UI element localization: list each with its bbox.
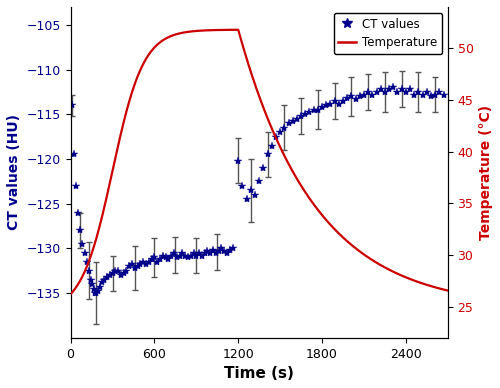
Temperature xyxy=(298,184,304,188)
Temperature xyxy=(68,292,73,296)
Temperature xyxy=(445,288,451,293)
CT values xyxy=(95,289,101,294)
Y-axis label: CT values (HU): CT values (HU) xyxy=(7,114,21,230)
CT values xyxy=(69,103,75,107)
Temperature xyxy=(346,241,352,245)
CT values xyxy=(277,130,283,135)
Legend: CT values, Temperature: CT values, Temperature xyxy=(334,13,442,54)
Temperature xyxy=(235,28,241,32)
CT values xyxy=(180,251,186,255)
Line: Temperature: Temperature xyxy=(70,30,448,294)
CT values xyxy=(146,260,152,264)
CT values xyxy=(390,85,396,90)
Temperature xyxy=(158,40,164,44)
CT values xyxy=(143,262,149,267)
Temperature xyxy=(78,278,84,282)
CT values xyxy=(92,291,98,295)
X-axis label: Time (s): Time (s) xyxy=(224,366,294,381)
Temperature xyxy=(316,208,322,213)
CT values xyxy=(332,99,338,103)
Y-axis label: Temperature (°C): Temperature (°C) xyxy=(479,105,493,240)
Temperature xyxy=(278,147,284,152)
CT values xyxy=(440,92,446,97)
Line: CT values: CT values xyxy=(68,83,448,297)
